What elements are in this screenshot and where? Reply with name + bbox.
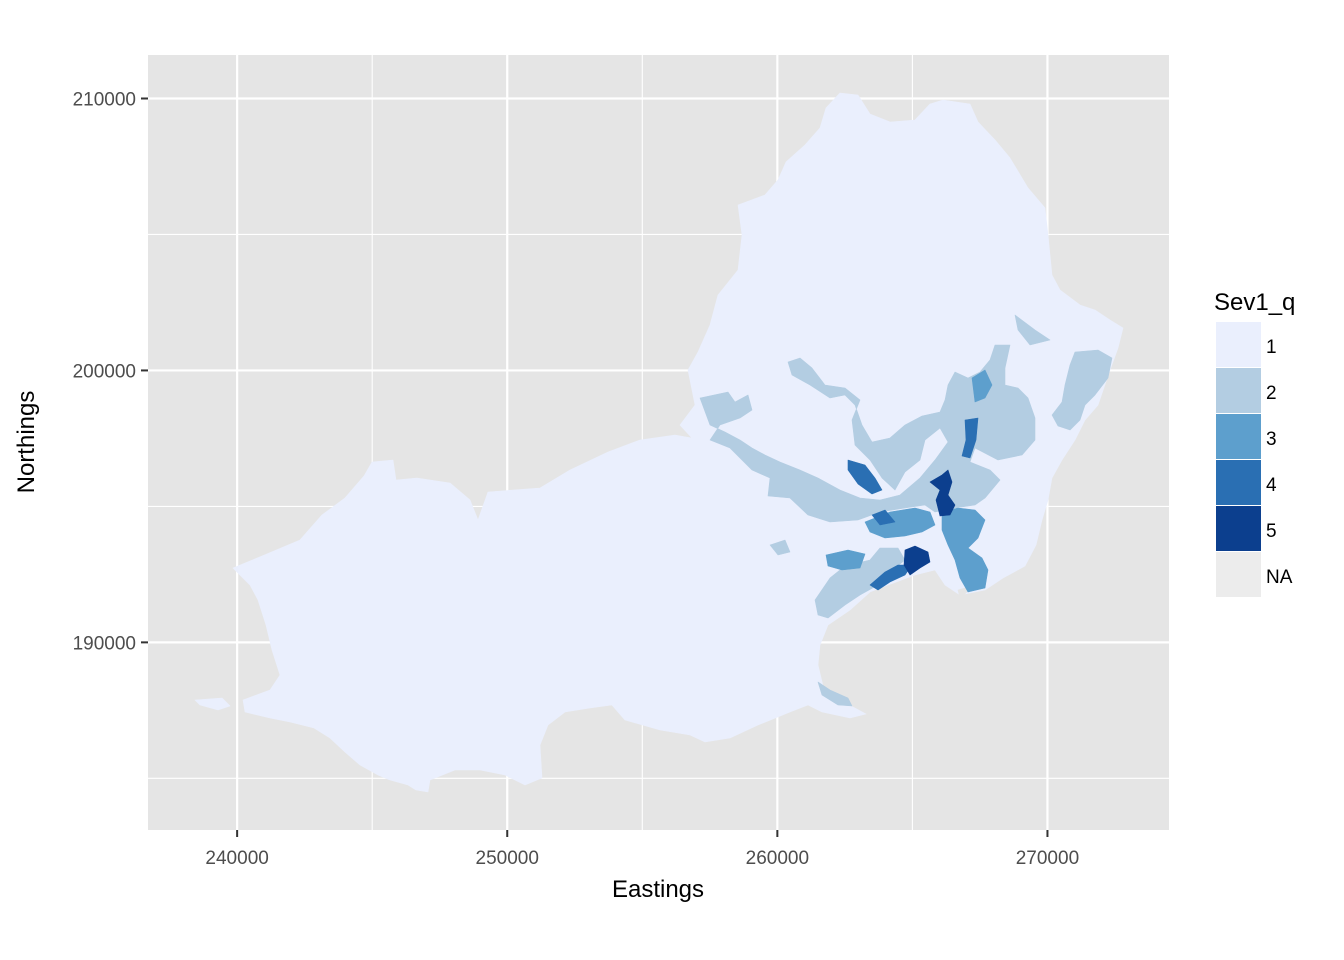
legend-key bbox=[1216, 552, 1261, 597]
region-class-2 bbox=[1051, 349, 1113, 431]
legend-title: Sev1_q bbox=[1214, 289, 1295, 316]
legend-label: NA bbox=[1266, 567, 1293, 588]
legend-label: 4 bbox=[1266, 475, 1277, 496]
map-regions bbox=[194, 92, 1124, 793]
region-main bbox=[232, 92, 1124, 793]
legend: Sev1_q 1 2 3 4 5 NA bbox=[1214, 289, 1295, 597]
region-islet bbox=[194, 697, 231, 711]
legend-label: 3 bbox=[1266, 429, 1277, 450]
region-class-5 bbox=[903, 545, 931, 576]
x-tick-label: 240000 bbox=[205, 848, 268, 869]
x-tick-label: 260000 bbox=[746, 848, 809, 869]
region-class-4 bbox=[871, 509, 896, 526]
region-class-3 bbox=[971, 369, 993, 403]
region-class-5 bbox=[929, 469, 956, 517]
y-tick-label: 200000 bbox=[73, 361, 136, 382]
legend-label: 5 bbox=[1266, 521, 1277, 542]
legend-label: 1 bbox=[1266, 337, 1277, 358]
region-class-2 bbox=[699, 344, 1036, 523]
region-class-2 bbox=[769, 539, 791, 556]
region-class-2 bbox=[817, 681, 853, 707]
x-axis-title: Eastings bbox=[612, 876, 704, 903]
x-tick-label: 250000 bbox=[476, 848, 539, 869]
region-class-4 bbox=[847, 459, 883, 495]
y-axis-title: Northings bbox=[13, 391, 40, 494]
region-class-3 bbox=[941, 507, 989, 593]
region-class-4 bbox=[961, 417, 979, 459]
x-axis: 240000 250000 260000 270000 bbox=[205, 830, 1079, 869]
y-tick-label: 210000 bbox=[73, 90, 136, 111]
x-tick-label: 270000 bbox=[1016, 848, 1079, 869]
legend-key bbox=[1216, 368, 1261, 413]
y-axis: 190000 200000 210000 bbox=[73, 90, 148, 654]
region-class-2 bbox=[1014, 314, 1051, 346]
legend-key bbox=[1216, 414, 1261, 459]
legend-key bbox=[1216, 506, 1261, 551]
legend-key bbox=[1216, 322, 1261, 367]
legend-label: 2 bbox=[1266, 383, 1277, 404]
y-tick-label: 190000 bbox=[73, 633, 136, 654]
legend-key bbox=[1216, 460, 1261, 505]
region-class-3 bbox=[825, 549, 866, 571]
